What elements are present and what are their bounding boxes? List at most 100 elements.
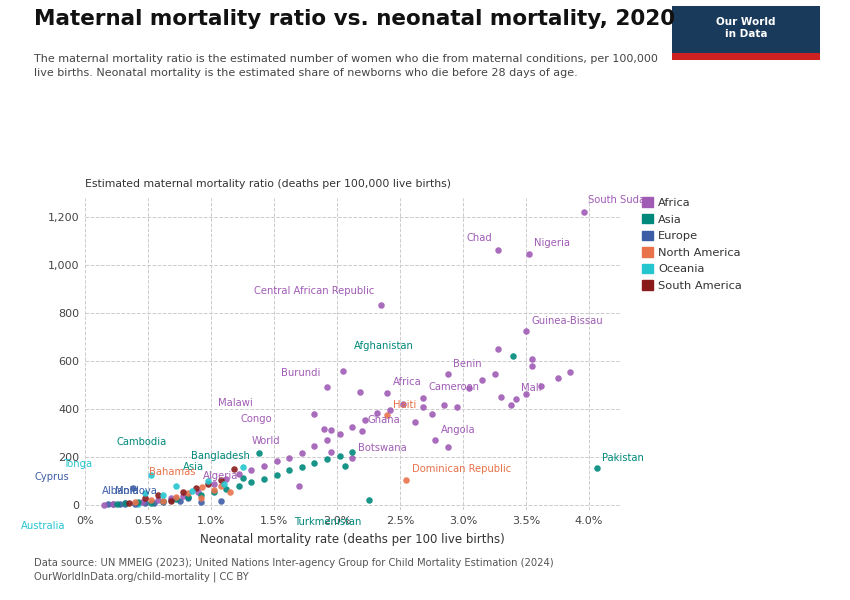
Point: [194, 490, 207, 500]
Point: [400, 475, 413, 484]
Point: [110, 499, 123, 509]
Text: Chad: Chad: [467, 233, 493, 243]
Point: [383, 406, 397, 415]
Text: Botswana: Botswana: [358, 443, 406, 453]
Text: Africa: Africa: [393, 377, 422, 388]
Point: [169, 494, 183, 504]
Point: [257, 475, 270, 484]
Point: [177, 491, 190, 501]
Point: [122, 498, 136, 508]
Text: Burundi: Burundi: [280, 368, 320, 379]
Point: [320, 454, 334, 464]
Point: [164, 496, 178, 506]
Text: Data source: UN MMEIG (2023); United Nations Inter-agency Group for Child Mortal: Data source: UN MMEIG (2023); United Nat…: [34, 557, 553, 582]
Text: Estimated maternal mortality ratio (deaths per 100,000 live births): Estimated maternal mortality ratio (deat…: [85, 179, 451, 189]
Point: [131, 500, 145, 509]
Point: [295, 448, 309, 458]
Point: [396, 399, 410, 409]
Text: Bahamas: Bahamas: [149, 467, 196, 477]
Point: [106, 499, 120, 509]
Point: [156, 497, 170, 506]
Point: [318, 424, 332, 434]
Point: [148, 499, 162, 508]
Point: [114, 499, 128, 509]
Point: [564, 367, 577, 377]
Point: [191, 487, 205, 497]
Point: [214, 475, 228, 485]
Text: Our World
in Data: Our World in Data: [716, 17, 775, 38]
X-axis label: Neonatal mortality rate (deaths per 100 live births): Neonatal mortality rate (deaths per 100 …: [201, 533, 505, 545]
Text: Congo: Congo: [241, 414, 272, 424]
Text: Guinea-Bissau: Guinea-Bissau: [531, 316, 604, 326]
Point: [128, 499, 142, 509]
Point: [494, 392, 507, 401]
Point: [551, 374, 564, 383]
Text: Cambodia: Cambodia: [117, 437, 167, 448]
Point: [135, 497, 149, 506]
Point: [282, 466, 296, 475]
Point: [353, 387, 366, 397]
Point: [358, 415, 371, 425]
Point: [131, 497, 145, 507]
Point: [207, 479, 220, 488]
Point: [381, 388, 394, 398]
Point: [269, 470, 283, 480]
Point: [201, 476, 215, 485]
Point: [577, 207, 591, 217]
Point: [416, 403, 429, 412]
Point: [156, 496, 170, 506]
Point: [362, 495, 376, 505]
Point: [219, 484, 233, 494]
Point: [320, 382, 334, 391]
Point: [189, 484, 202, 493]
Point: [223, 487, 236, 497]
Text: Asia: Asia: [183, 462, 204, 472]
Point: [295, 463, 309, 472]
Point: [324, 447, 337, 457]
Point: [156, 497, 170, 506]
Point: [345, 454, 359, 463]
Text: Albania: Albania: [102, 486, 139, 496]
Point: [509, 394, 523, 404]
Point: [177, 487, 190, 497]
Point: [308, 441, 321, 451]
Text: Bangladesh: Bangladesh: [191, 451, 250, 461]
Point: [97, 500, 110, 509]
Point: [182, 488, 196, 497]
Point: [282, 453, 296, 463]
Point: [235, 473, 249, 482]
Point: [139, 494, 152, 503]
Point: [194, 493, 207, 503]
Point: [308, 409, 321, 419]
Point: [441, 442, 455, 452]
Point: [151, 496, 165, 505]
Point: [519, 389, 533, 399]
Point: [151, 490, 165, 500]
Text: Moldova: Moldova: [116, 485, 157, 496]
Point: [118, 499, 132, 508]
Text: Benin: Benin: [453, 359, 482, 369]
Point: [219, 474, 233, 484]
Point: [450, 403, 463, 412]
Text: Maternal mortality ratio vs. neonatal mortality, 2020: Maternal mortality ratio vs. neonatal mo…: [34, 9, 675, 29]
Point: [428, 436, 442, 445]
Point: [308, 458, 321, 468]
Point: [156, 490, 170, 500]
Point: [522, 249, 536, 259]
Point: [332, 430, 346, 439]
Point: [144, 498, 157, 508]
Point: [139, 488, 152, 497]
Text: Haiti: Haiti: [393, 400, 416, 410]
Point: [425, 410, 439, 419]
Text: South Sudan: South Sudan: [588, 195, 652, 205]
Point: [519, 326, 533, 336]
Point: [441, 370, 455, 379]
Point: [232, 470, 246, 479]
Point: [462, 383, 476, 393]
Point: [118, 499, 132, 508]
Text: Dominican Republic: Dominican Republic: [412, 464, 511, 474]
Text: Malawi: Malawi: [218, 398, 253, 408]
Point: [525, 355, 539, 364]
Point: [164, 495, 178, 505]
Text: Tonga: Tonga: [63, 460, 92, 469]
